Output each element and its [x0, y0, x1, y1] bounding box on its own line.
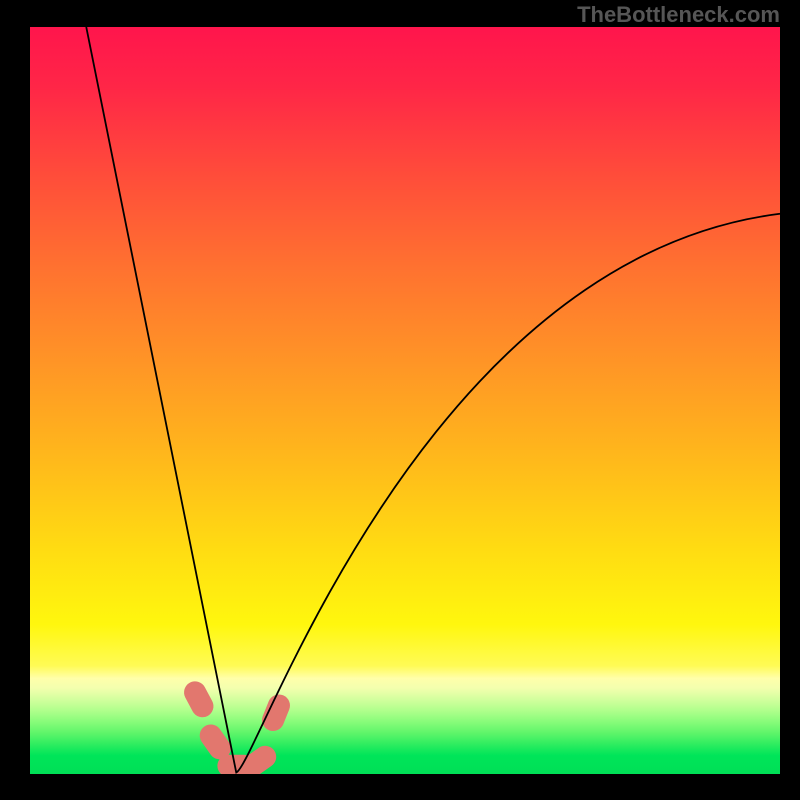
bottleneck-curve-chart [30, 27, 780, 774]
watermark-label: TheBottleneck.com [577, 2, 780, 28]
chart-background [30, 27, 780, 774]
